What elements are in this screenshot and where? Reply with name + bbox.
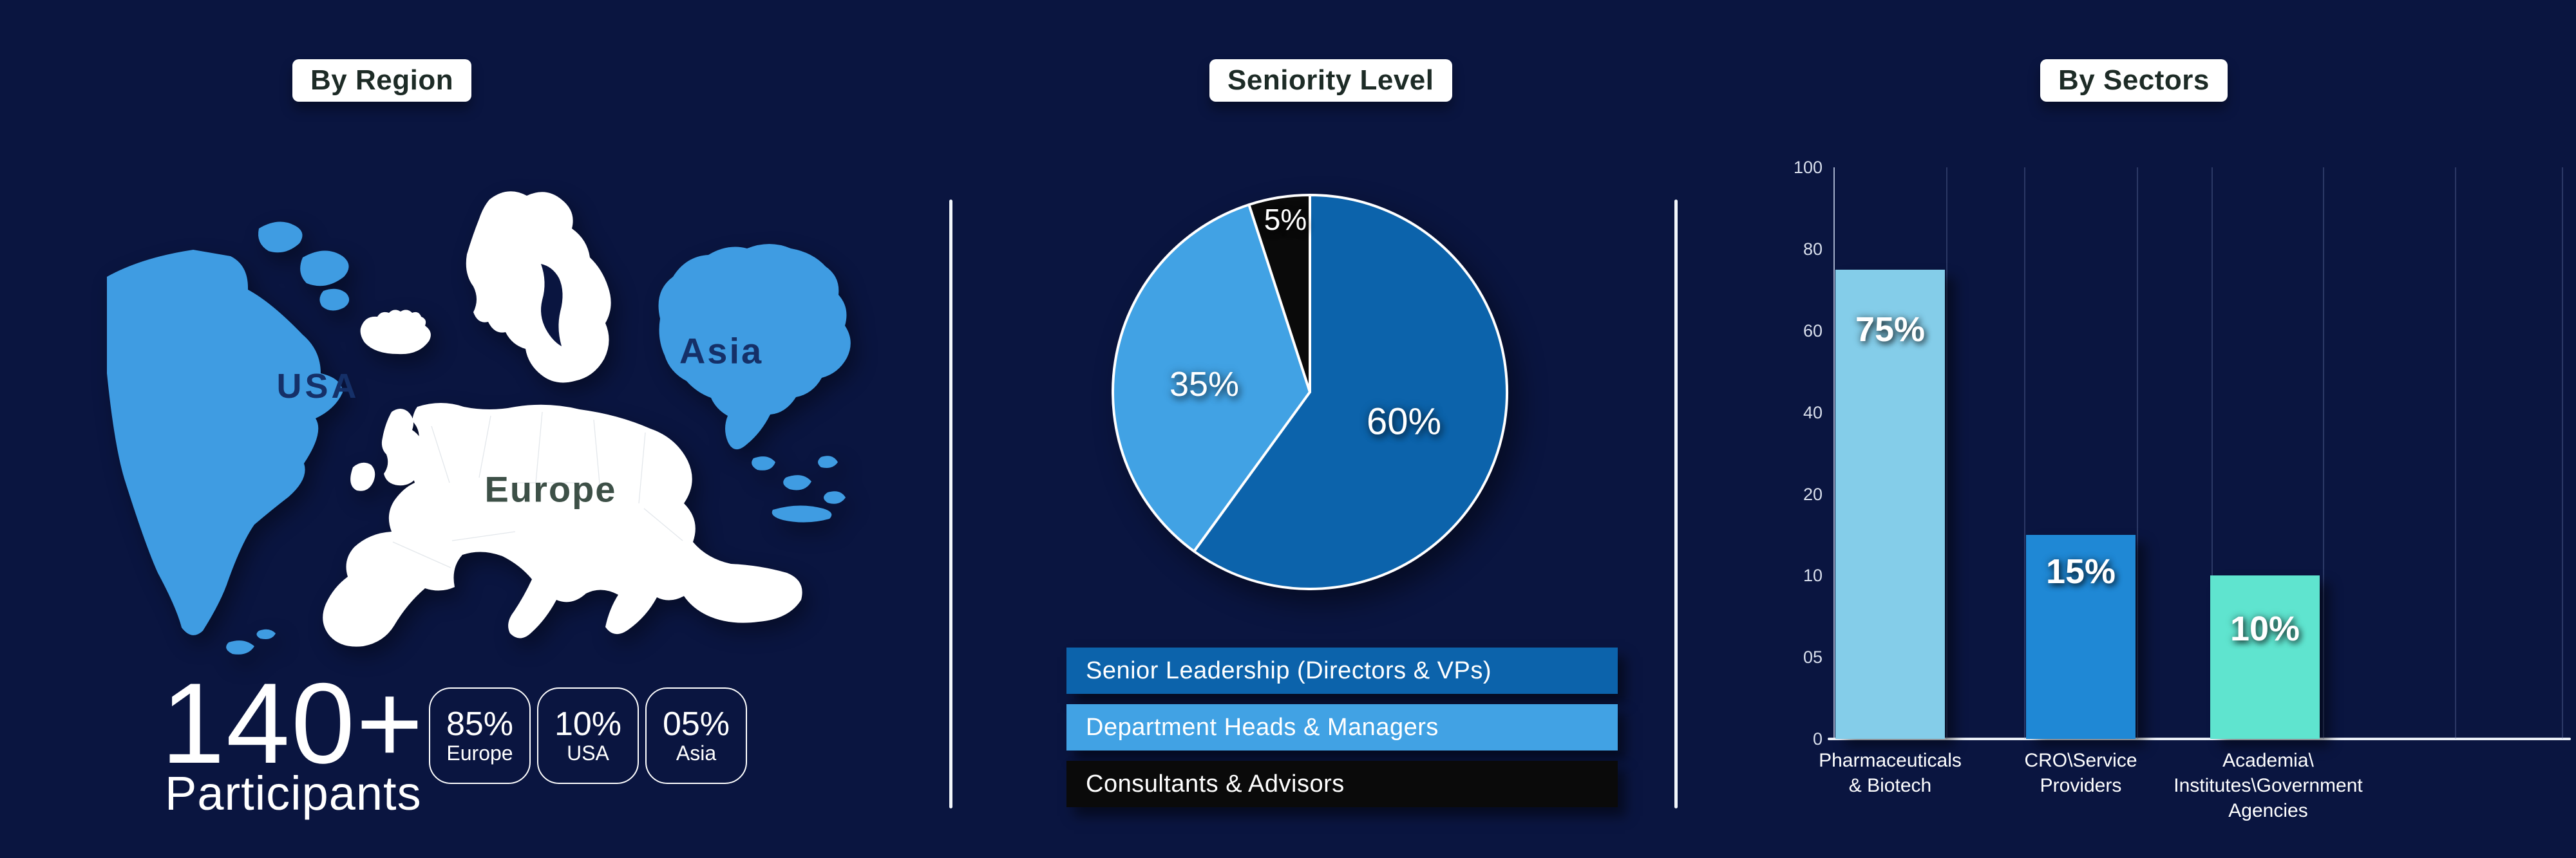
section-divider-right — [1674, 200, 1678, 808]
y-tick-label: 05 — [1803, 648, 1823, 667]
bar-value-label: 75% — [1855, 310, 1926, 349]
stat-box-europe: 85% Europe — [429, 687, 531, 784]
section-divider-left — [949, 200, 952, 808]
y-tick-label: 0 — [1812, 729, 1823, 749]
usa-islet-icon — [226, 640, 254, 655]
bar-value-label: 10% — [2230, 610, 2300, 648]
y-tick-label: 40 — [1803, 403, 1823, 422]
map-label-asia: Asia — [679, 330, 764, 371]
gridline — [2455, 167, 2456, 739]
map-label-europe: Europe — [484, 469, 617, 510]
pie-slice-0 — [1193, 194, 1508, 590]
asia-island-icon — [752, 456, 775, 471]
asia-island-icon — [824, 491, 846, 504]
asia-island-icon — [818, 456, 838, 468]
y-tick-label: 60 — [1803, 321, 1823, 340]
gulf-notch — [541, 264, 563, 346]
bar-chart-y-axis — [1833, 167, 1835, 739]
asia-island-icon — [783, 475, 811, 490]
bar-academia-institutes-government: 10% — [2210, 575, 2320, 739]
canada-fragment-icon — [319, 288, 350, 311]
x-category-label-pharmaceuticals: Pharmaceuticals & Biotech — [1768, 748, 2012, 798]
country-borders — [392, 411, 683, 568]
stat-value: 10% — [554, 705, 622, 743]
legend-item-senior-leadership: Senior Leadership (Directors & VPs) — [1066, 648, 1618, 694]
category-line: CRO\Service — [2024, 750, 2137, 771]
stat-value: 05% — [662, 705, 730, 743]
pie-slice-label-senior-leadership: 60% — [1366, 400, 1442, 443]
region-map — [107, 191, 851, 655]
y-tick-label: 80 — [1803, 239, 1823, 259]
gridline — [2211, 167, 2213, 739]
y-tick-label: 20 — [1803, 485, 1823, 504]
category-line: Pharmaceuticals — [1819, 750, 1962, 771]
section-title-by-sectors: By Sectors — [2040, 59, 2228, 102]
gridline — [1946, 167, 1947, 739]
category-line: Institutes\Government — [2174, 775, 2363, 796]
participants-count: 140+ — [161, 659, 424, 787]
stat-value: 85% — [446, 705, 514, 743]
section-title-by-region: By Region — [292, 59, 472, 102]
iceland-shape — [360, 310, 431, 355]
gridline — [2024, 167, 2025, 739]
bar-value-label: 15% — [2045, 552, 2116, 591]
category-line: Providers — [2040, 775, 2122, 796]
category-line: & Biotech — [1848, 775, 1932, 796]
stat-label: Europe — [446, 741, 513, 765]
usa-islet-icon — [256, 629, 276, 639]
gridline — [2137, 167, 2138, 739]
participants-label: Participants — [165, 767, 422, 820]
bar-cro-service-providers: 15% — [2026, 535, 2136, 739]
category-line: Academia\ — [2222, 750, 2314, 771]
europe-mainland-shape — [323, 403, 802, 647]
stat-box-asia: 05% Asia — [645, 687, 747, 784]
category-line: Agencies — [2228, 800, 2308, 821]
map-label-usa: USA — [276, 367, 360, 406]
scandinavia-shape — [466, 191, 611, 383]
canada-fragment-icon — [300, 250, 349, 286]
gridline — [2323, 167, 2324, 739]
bar-chart-x-axis — [1828, 738, 2571, 740]
x-category-label-academia: Academia\ Institutes\Government Agencies — [2146, 748, 2391, 823]
legend-item-department-heads: Department Heads & Managers — [1066, 704, 1618, 751]
pie-slice-2 — [1247, 194, 1311, 393]
y-tick-label: 10 — [1803, 566, 1823, 585]
x-category-label-cro: CRO\Service Providers — [1958, 748, 2203, 798]
canada-fragment-icon — [258, 221, 303, 253]
stat-label: Asia — [676, 741, 717, 765]
pie-slice-label-consultants: 5% — [1264, 203, 1307, 236]
pie-slice-label-department-heads: 35% — [1169, 365, 1240, 404]
region-stats-row: 85% Europe 10% USA 05% Asia — [429, 687, 747, 784]
section-title-seniority-level: Seniority Level — [1209, 59, 1452, 102]
usa-shape — [107, 250, 343, 635]
legend-item-consultants: Consultants & Advisors — [1066, 761, 1618, 807]
asia-island-icon — [772, 505, 832, 523]
y-tick-label: 100 — [1793, 158, 1823, 177]
stat-box-usa: 10% USA — [537, 687, 639, 784]
gridline — [2562, 167, 2563, 739]
asia-shape — [658, 244, 851, 450]
seniority-pie — [1112, 194, 1508, 590]
ireland-shape — [350, 462, 375, 491]
bar-pharmaceuticals-biotech: 75% — [1835, 270, 1945, 739]
stat-label: USA — [567, 741, 609, 765]
pie-slice-1 — [1112, 203, 1311, 553]
